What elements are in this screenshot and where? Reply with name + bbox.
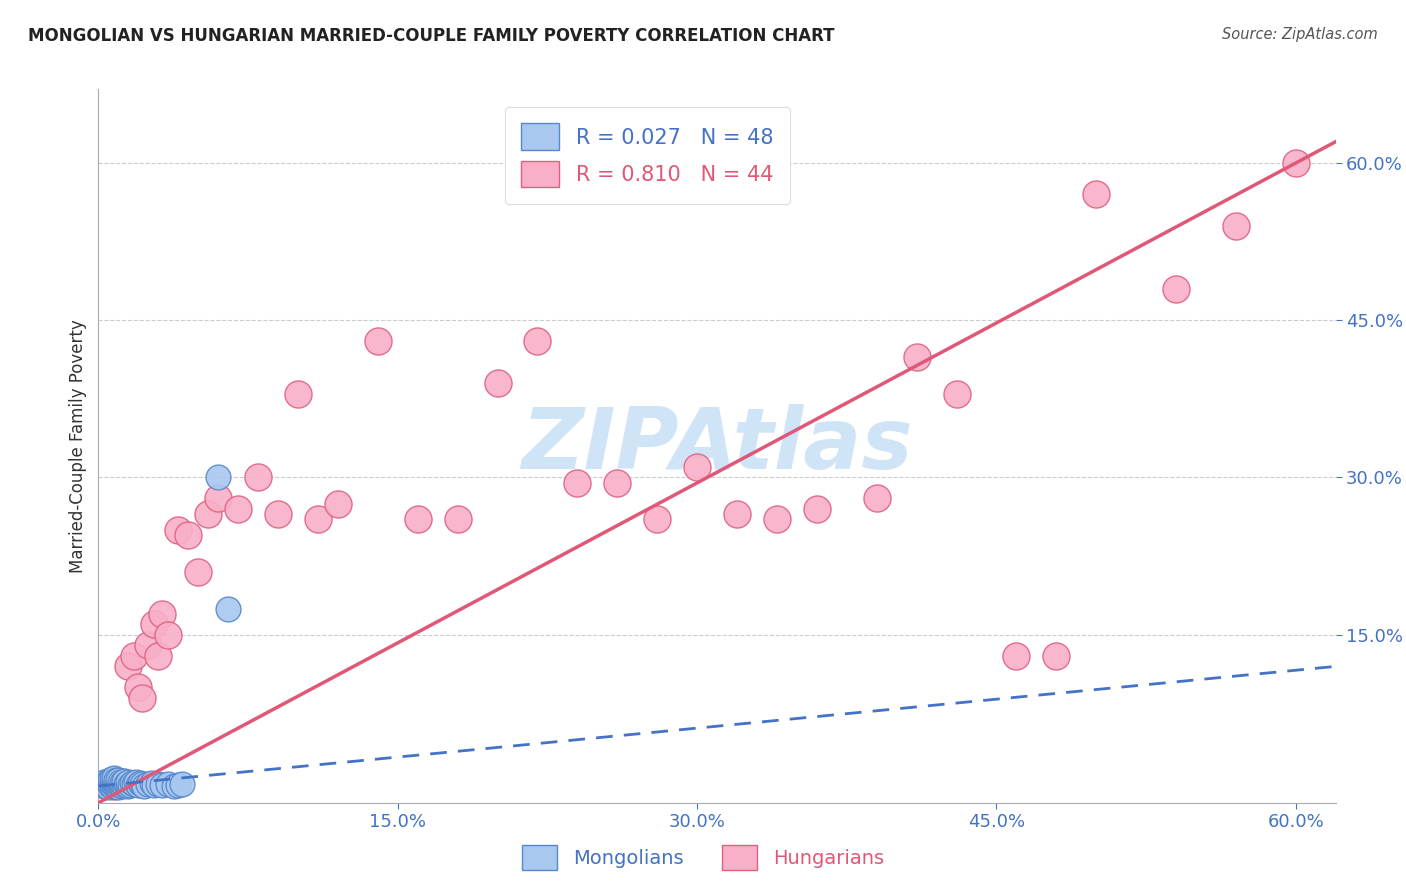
Point — [141, 776, 163, 790]
Point — [134, 779, 156, 793]
Legend: R = 0.027   N = 48, R = 0.810   N = 44: R = 0.027 N = 48, R = 0.810 N = 44 — [505, 107, 790, 204]
Point — [446, 512, 468, 526]
Point — [112, 773, 135, 788]
Text: Source: ZipAtlas.com: Source: ZipAtlas.com — [1222, 27, 1378, 42]
Point — [120, 778, 142, 792]
Point — [163, 779, 186, 793]
Point — [111, 779, 134, 793]
Point — [725, 507, 748, 521]
Point — [117, 779, 139, 793]
Point — [148, 777, 170, 791]
Point — [367, 334, 389, 348]
Point — [101, 772, 124, 786]
Point — [150, 778, 173, 792]
Point — [645, 512, 668, 526]
Point — [103, 771, 125, 785]
Point — [766, 512, 789, 526]
Point — [526, 334, 548, 348]
Point — [121, 776, 143, 790]
Point — [131, 777, 153, 791]
Point — [1225, 219, 1247, 233]
Point — [107, 772, 129, 787]
Point — [124, 648, 146, 663]
Point — [93, 774, 115, 789]
Point — [866, 491, 889, 506]
Point — [806, 502, 828, 516]
Point — [157, 777, 180, 791]
Point — [105, 772, 128, 787]
Point — [406, 512, 429, 526]
Point — [143, 778, 166, 792]
Point — [1164, 282, 1187, 296]
Point — [143, 617, 166, 632]
Point — [157, 628, 180, 642]
Point — [207, 470, 229, 484]
Point — [267, 507, 290, 521]
Point — [105, 776, 128, 790]
Point — [96, 777, 118, 791]
Point — [129, 776, 152, 790]
Text: MONGOLIAN VS HUNGARIAN MARRIED-COUPLE FAMILY POVERTY CORRELATION CHART: MONGOLIAN VS HUNGARIAN MARRIED-COUPLE FA… — [28, 27, 835, 45]
Point — [1045, 648, 1067, 663]
Point — [127, 778, 149, 792]
Point — [101, 776, 124, 790]
Point — [131, 690, 153, 705]
Point — [326, 497, 349, 511]
Point — [1085, 187, 1108, 202]
Point — [103, 779, 125, 793]
Point — [97, 774, 120, 789]
Point — [686, 460, 709, 475]
Point — [115, 777, 138, 791]
Point — [110, 778, 132, 792]
Point — [136, 777, 159, 791]
Point — [107, 777, 129, 791]
Point — [287, 386, 309, 401]
Point — [945, 386, 967, 401]
Point — [103, 774, 125, 789]
Point — [307, 512, 329, 526]
Point — [112, 778, 135, 792]
Point — [117, 659, 139, 673]
Point — [217, 601, 239, 615]
Point — [905, 350, 928, 364]
Point — [110, 774, 132, 789]
Point — [125, 774, 148, 789]
Point — [606, 475, 628, 490]
Point — [1005, 648, 1028, 663]
Point — [111, 776, 134, 790]
Point — [187, 565, 209, 579]
Point — [105, 779, 128, 793]
Point — [127, 681, 149, 695]
Point — [117, 774, 139, 789]
Point — [567, 475, 589, 490]
Point — [226, 502, 249, 516]
Point — [97, 780, 120, 794]
Text: ZIPAtlas: ZIPAtlas — [522, 404, 912, 488]
Point — [167, 523, 190, 537]
Point — [111, 774, 134, 789]
Point — [100, 778, 122, 792]
Point — [247, 470, 270, 484]
Point — [124, 777, 146, 791]
Legend: Mongolians, Hungarians: Mongolians, Hungarians — [515, 838, 891, 878]
Point — [150, 607, 173, 621]
Point — [103, 778, 125, 792]
Point — [177, 528, 200, 542]
Point — [100, 772, 122, 787]
Point — [486, 376, 509, 390]
Point — [207, 491, 229, 506]
Point — [107, 780, 129, 794]
Point — [93, 779, 115, 793]
Point — [1285, 155, 1308, 169]
Point — [197, 507, 219, 521]
Point — [172, 777, 194, 791]
Point — [167, 778, 190, 792]
Point — [148, 648, 170, 663]
Point — [136, 639, 159, 653]
Y-axis label: Married-Couple Family Poverty: Married-Couple Family Poverty — [69, 319, 87, 573]
Point — [101, 779, 124, 793]
Point — [107, 777, 129, 791]
Point — [91, 777, 114, 791]
